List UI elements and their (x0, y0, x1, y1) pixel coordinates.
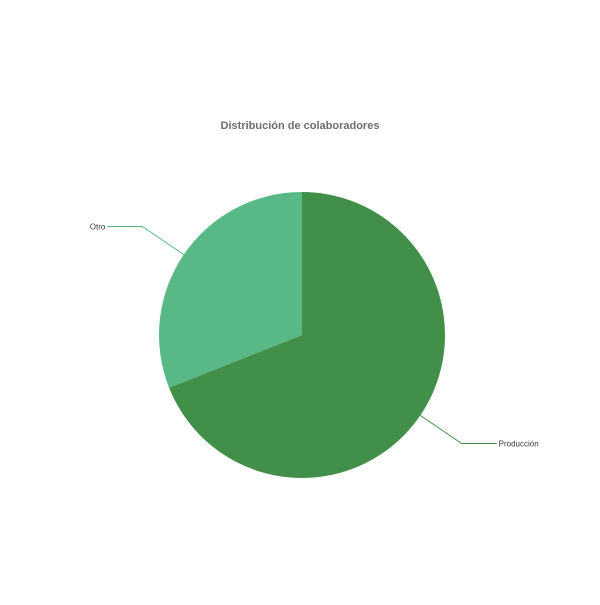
slice-label-produccion: Producción (499, 439, 539, 448)
leader-line-produccion (419, 414, 497, 444)
slice-label-otro: Otro (90, 223, 106, 232)
pie-slice-produccion (169, 192, 446, 479)
chart-title: Distribución de colaboradores (220, 120, 380, 132)
leader-line-otro (107, 226, 185, 256)
pie-slice-otro (158, 192, 302, 388)
